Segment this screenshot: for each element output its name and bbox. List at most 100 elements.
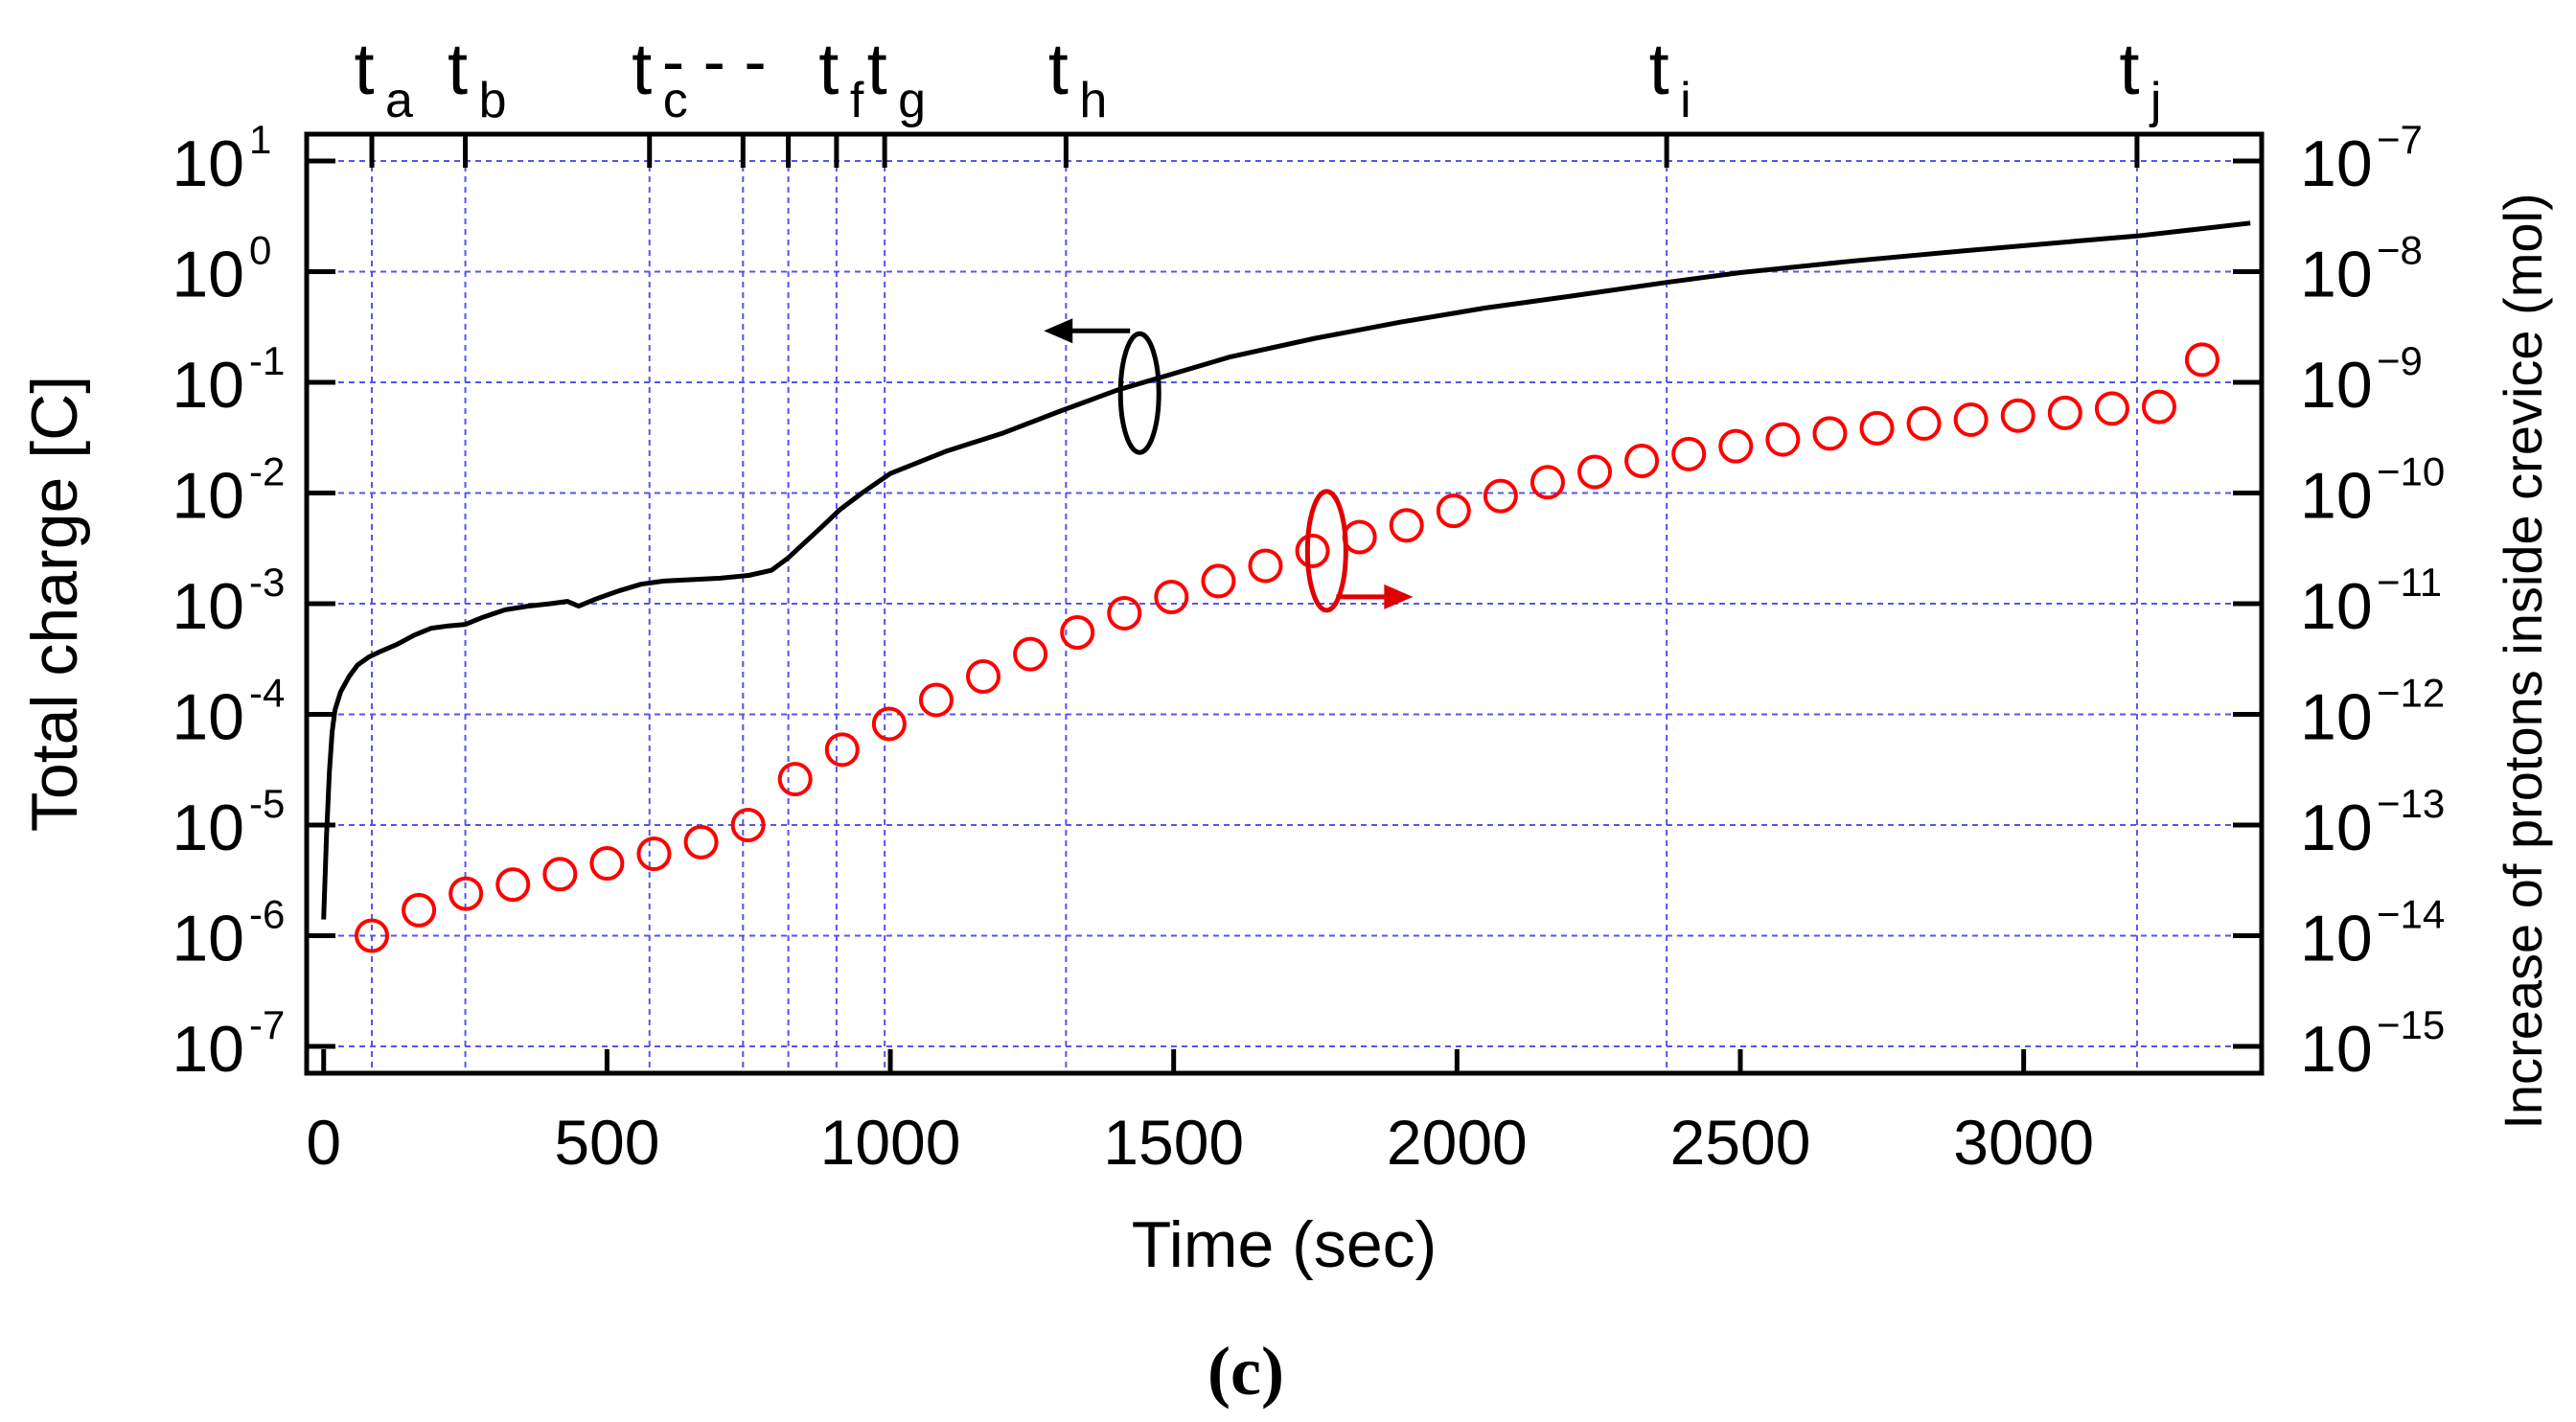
- y-right-tick-label: 10: [2300, 239, 2373, 311]
- time-marker-subscript: i: [1680, 73, 1691, 128]
- proton-data-point: [1013, 636, 1048, 672]
- proton-data-point: [1859, 410, 1895, 446]
- time-marker-label: t: [2119, 29, 2139, 110]
- proton-data-point: [777, 762, 813, 797]
- proton-data-point: [589, 846, 625, 882]
- proton-data-point: [636, 836, 672, 871]
- y-right-tick-exponent: −15: [2377, 1002, 2445, 1047]
- y-right-tick-exponent: −7: [2377, 117, 2423, 162]
- left-axis-ellipse: [1117, 331, 1162, 455]
- axis-tick-labels: 10 110 010 -110 -210 -310 -410 -510 -610 -710 −710…: [172, 117, 2445, 1178]
- x-tick-label: 1500: [1103, 1107, 1244, 1178]
- y-left-tick-exponent: -1: [249, 338, 285, 383]
- x-tick-label: 0: [306, 1107, 341, 1178]
- axis-ticks: [307, 134, 2262, 1073]
- x-tick-label: 2000: [1387, 1107, 1528, 1178]
- plot-frame: [304, 131, 2265, 1076]
- proton-data-point: [402, 892, 437, 928]
- x-tick-label: 1000: [820, 1107, 961, 1178]
- y-left-tick-label: 10: [172, 791, 244, 864]
- y-left-tick-exponent: 0: [249, 228, 271, 273]
- y-right-tick-label: 10: [2300, 349, 2373, 422]
- proton-data-point: [1060, 614, 1095, 650]
- y-left-tick-exponent: -3: [249, 560, 285, 605]
- proton-data-point: [1483, 478, 1518, 514]
- x-tick-label: 500: [554, 1107, 659, 1178]
- proton-data-point: [1953, 401, 1989, 437]
- y-right-tick-label: 10: [2300, 1013, 2373, 1086]
- time-marker-subscript: a: [385, 73, 413, 128]
- time-marker-label: t: [354, 29, 374, 110]
- grid: [307, 134, 2262, 1073]
- total-charge-series: [321, 220, 2251, 920]
- proton-data-point: [1530, 465, 1565, 500]
- protons-series: [355, 342, 2220, 953]
- y-right-tick-label: 10: [2300, 460, 2373, 533]
- time-marker-label: t: [632, 29, 652, 110]
- proton-data-point: [1436, 493, 1471, 529]
- y-left-tick-exponent: -7: [249, 1002, 285, 1047]
- y-left-tick-exponent: -4: [249, 671, 285, 716]
- proton-data-point: [1154, 579, 1189, 614]
- y-left-tick-exponent: -2: [249, 449, 285, 494]
- y-left-tick-label: 10: [172, 239, 244, 311]
- time-marker-label: t: [1649, 29, 1669, 110]
- x-tick-label: 2500: [1670, 1107, 1811, 1178]
- y-right-tick-label: 10: [2300, 903, 2373, 975]
- proton-data-point: [2184, 342, 2220, 378]
- proton-data-point: [1671, 436, 1707, 471]
- time-marker-subscript: b: [479, 73, 507, 128]
- y-right-tick-label: 10: [2300, 681, 2373, 754]
- time-markers: t a t b t c t f t g t h t i t j- - -: [354, 24, 2161, 128]
- y-left-tick-label: 10: [172, 349, 244, 422]
- time-marker-label: t: [867, 29, 887, 110]
- y-right-tick-label: 10: [2300, 127, 2373, 200]
- y-left-tick-label: 10: [172, 460, 244, 533]
- proton-data-point: [1624, 444, 1660, 479]
- y-axis-right-label: Increase of protons inside crevice (mol): [2493, 193, 2553, 1129]
- time-marker-label: t: [1048, 29, 1069, 110]
- proton-data-point: [1107, 595, 1142, 631]
- y-left-tick-label: 10: [172, 570, 244, 643]
- proton-data-point: [2094, 391, 2129, 426]
- proton-data-point: [542, 857, 578, 892]
- proton-data-point: [1342, 519, 1377, 555]
- y-left-tick-exponent: -6: [249, 892, 285, 937]
- y-left-tick-label: 10: [172, 1013, 244, 1086]
- proton-data-point: [824, 732, 860, 768]
- time-marker-label: t: [448, 29, 468, 110]
- y-right-tick-exponent: −13: [2377, 781, 2445, 826]
- y-right-tick-exponent: −11: [2377, 560, 2442, 605]
- left-arrow-icon: [1044, 318, 1073, 344]
- y-right-tick-label: 10: [2300, 570, 2373, 643]
- proton-data-point: [918, 682, 954, 718]
- figure-caption: (c): [1208, 1333, 1284, 1410]
- proton-data-point: [2000, 398, 2036, 433]
- proton-data-point: [1201, 563, 1236, 599]
- y-left-tick-exponent: 1: [249, 117, 271, 162]
- proton-data-point: [1248, 548, 1283, 584]
- time-marker-subscript: j: [2149, 73, 2162, 128]
- proton-data-point: [966, 658, 1001, 694]
- proton-data-point: [1718, 428, 1754, 464]
- time-marker-subscript: f: [850, 73, 864, 128]
- y-right-tick-label: 10: [2300, 791, 2373, 864]
- y-right-tick-exponent: −8: [2377, 228, 2423, 273]
- proton-data-point: [355, 918, 389, 953]
- proton-data-point: [2141, 389, 2176, 424]
- proton-data-point: [1577, 454, 1613, 490]
- y-left-tick-label: 10: [172, 681, 244, 754]
- x-axis-label: Time (sec): [1132, 1208, 1438, 1281]
- proton-data-point: [1906, 405, 1942, 441]
- proton-data-point: [1765, 422, 1801, 457]
- proton-data-point: [1389, 508, 1424, 543]
- proton-data-point: [871, 706, 907, 742]
- proton-data-point: [1812, 416, 1848, 451]
- y-axis-left-label: Total charge [C]: [18, 376, 91, 832]
- time-marker-subscript: h: [1079, 73, 1107, 128]
- y-left-tick-label: 10: [172, 903, 244, 975]
- time-marker-subscript: c: [663, 73, 688, 128]
- proton-data-point: [2047, 395, 2082, 430]
- proton-data-point: [683, 824, 719, 860]
